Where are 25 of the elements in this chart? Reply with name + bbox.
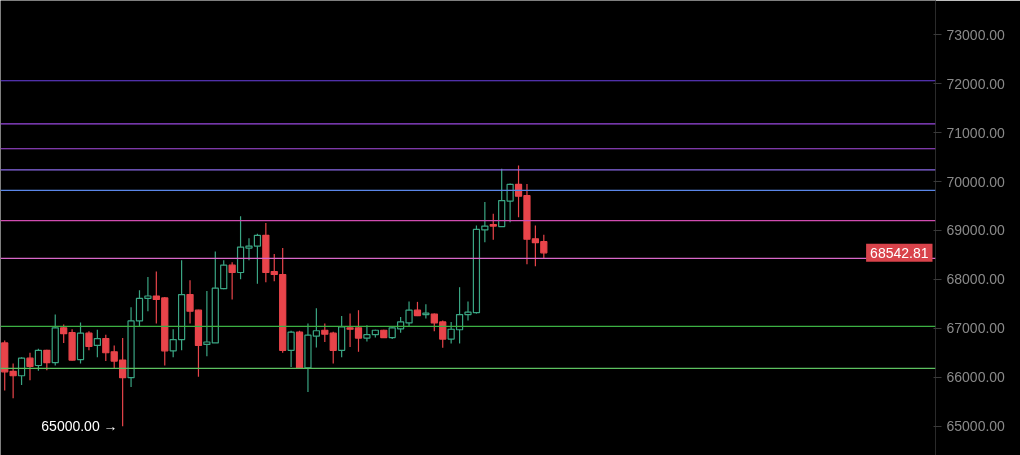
y-tick-label: 66000.00 <box>946 369 1006 386</box>
candlestick <box>102 334 110 362</box>
candlestick <box>34 348 43 372</box>
candlestick <box>287 330 295 368</box>
candlestick <box>321 322 329 343</box>
candlestick <box>17 356 26 386</box>
y-tick-label: 65000.00 <box>946 418 1006 435</box>
y-tick-label: 72000.00 <box>946 75 1006 92</box>
annotation: 68542.81 <box>870 244 929 261</box>
candlestick <box>228 261 236 301</box>
candlestick <box>93 329 101 358</box>
y-tick-label: 70000.00 <box>946 173 1006 190</box>
y-tick-label: 71000.00 <box>946 124 1006 141</box>
candlestick <box>489 213 497 241</box>
y-tick-label: 73000.00 <box>946 26 1006 43</box>
candlestick <box>26 352 34 381</box>
candlestick <box>85 330 93 351</box>
y-tick-label: 68000.00 <box>946 271 1006 288</box>
y-tick-label: 67000.00 <box>946 320 1006 337</box>
candlestick <box>338 315 346 358</box>
y-tick-label: 69000.00 <box>946 222 1006 239</box>
annotation: 65000.00 → <box>41 418 118 435</box>
candlestick <box>363 324 371 343</box>
candlestick <box>329 331 337 365</box>
candlestick <box>422 303 430 320</box>
